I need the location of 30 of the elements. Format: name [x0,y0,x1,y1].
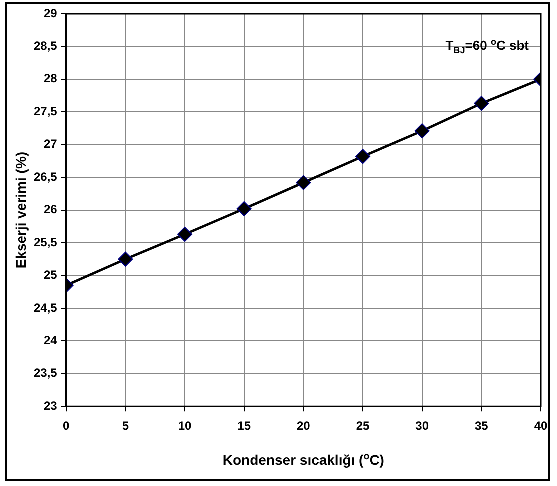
y-tick-label: 27,5 [34,104,58,118]
point [178,227,193,242]
x-tick-label: 25 [356,419,370,434]
y-tick-label: 29 [44,6,58,20]
x-tick-label: 30 [416,419,430,434]
x-tick-label: 15 [238,419,252,434]
y-axis-title: Ekserji verimi (%) [13,152,29,269]
x-tick-label: 40 [534,419,548,434]
y-tick-label: 28 [44,72,58,86]
y-tick-label: 23 [44,398,58,413]
y-tick-label: 24,5 [34,300,58,315]
x-tick-label: 20 [297,419,311,434]
y-tick-label: 28,5 [34,39,58,54]
point [118,252,134,267]
y-tick-label: 25,5 [34,235,58,250]
point [236,201,252,216]
x-tick-label: 0 [63,419,70,434]
y-tick-label: 24 [44,333,58,348]
point [474,96,490,112]
x-tick-label: 10 [178,419,192,434]
point [356,149,371,164]
point [296,175,312,190]
point [414,124,430,139]
y-tick-label: 26 [44,202,58,217]
y-tick-label: 26,5 [34,170,58,184]
y-tick-label: 27 [44,137,58,152]
x-tick-label: 35 [474,419,489,434]
y-tick-label: 25 [44,268,58,282]
x-tick-label: 5 [122,419,130,434]
y-tick-label: 23,5 [34,366,58,380]
